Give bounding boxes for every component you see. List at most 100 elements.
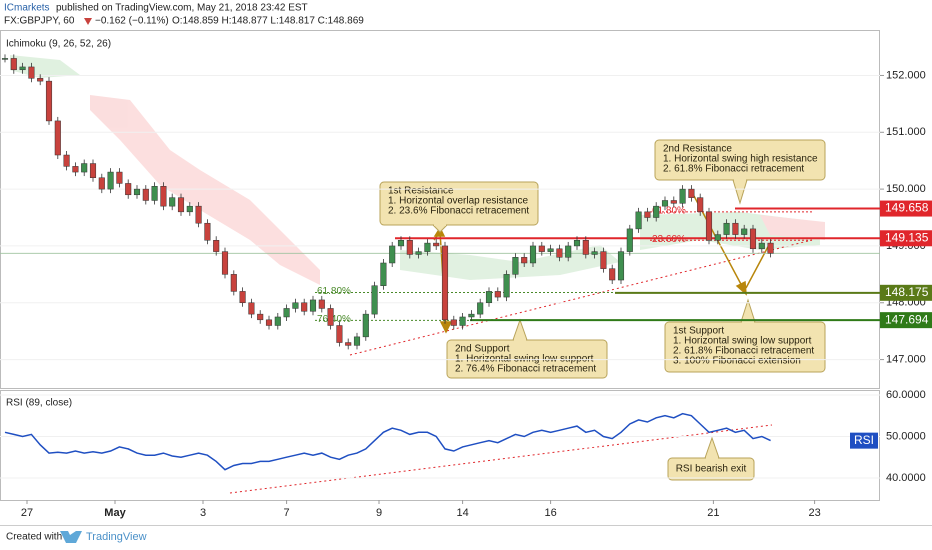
candle (292, 302, 299, 309)
indicator-label: Ichimoku (9, 26, 52, 26) (6, 39, 111, 50)
candle (133, 188, 141, 196)
candle (582, 240, 589, 255)
candle (609, 268, 616, 281)
candle (89, 163, 97, 178)
candle (371, 285, 378, 315)
callout-title: RSI bearish exit (676, 464, 747, 475)
candle (1, 58, 9, 60)
candle (10, 58, 17, 71)
candle (28, 66, 35, 79)
y-tick-label: 152.000 (886, 69, 926, 81)
rsi-tick-label: 50.0000 (886, 430, 926, 442)
candle (248, 302, 255, 315)
candle (63, 154, 70, 167)
callout-title: 1st Support (673, 326, 724, 337)
candle (573, 240, 581, 247)
rsi-badge (850, 432, 878, 449)
callout-box (379, 181, 539, 226)
footer-brand[interactable]: TradingView (86, 531, 147, 543)
candle (670, 200, 677, 204)
fib-label: 23.60% (652, 234, 686, 245)
callout-title: 2nd Resistance (663, 144, 732, 155)
candle (142, 188, 149, 201)
y-tick-label: 151.000 (886, 126, 926, 138)
candle (767, 242, 774, 254)
candle (644, 211, 651, 218)
candle (538, 245, 545, 252)
callout-line: 2. 61.8% Fibonacci retracement (663, 164, 804, 175)
candle (81, 163, 88, 173)
candle (151, 186, 158, 201)
candle (626, 228, 633, 252)
callout-line: 1. Horizontal swing high resistance (663, 154, 818, 165)
candle (529, 245, 537, 264)
callout-line: 1. Horizontal swing low support (673, 336, 812, 347)
candle (45, 80, 53, 122)
candle (160, 186, 167, 207)
rsi-line (4, 412, 771, 471)
down-arrow (84, 18, 92, 25)
candle (617, 251, 625, 281)
candle (221, 251, 229, 275)
fib-label: 76.40% (317, 314, 351, 325)
level-label: 148.175 (885, 285, 929, 299)
candle (406, 240, 413, 255)
candle (714, 234, 721, 241)
candle (485, 291, 493, 304)
change: −0.162 (−0.11%) (95, 16, 169, 27)
rsi-tick-label: 40.0000 (886, 472, 926, 484)
fib-label: 61.80% (317, 286, 351, 297)
candle (679, 188, 686, 204)
candle (415, 251, 422, 255)
symbol: FX:GBPJPY, 60 (4, 16, 75, 27)
candle (274, 316, 281, 326)
x-tick-label: 14 (456, 507, 468, 519)
callout-line: 3. 100% Fibonacci extension (673, 356, 801, 367)
candle (265, 319, 273, 326)
candle (688, 188, 695, 198)
candle (441, 245, 449, 321)
candle (732, 222, 739, 235)
callout-line: 2. 61.8% Fibonacci retracement (673, 346, 814, 357)
x-tick-label: 9 (376, 507, 382, 519)
candle (600, 251, 607, 269)
x-tick-label: 27 (21, 507, 33, 519)
candle (565, 245, 572, 258)
candle (309, 299, 317, 312)
x-tick-label: 21 (707, 507, 719, 519)
level-label: 149.135 (885, 230, 929, 244)
candle (19, 66, 26, 71)
candle (547, 248, 554, 252)
callout-line: 2. 23.6% Fibonacci retracement (388, 206, 529, 217)
candle (213, 240, 220, 252)
callout-box (446, 339, 608, 379)
candle (125, 183, 132, 196)
candle (512, 257, 519, 275)
level-label: 149.658 (885, 201, 929, 215)
callout-line: 1. Horizontal overlap resistance (388, 196, 529, 207)
level-badge (880, 200, 932, 217)
x-tick-label: 16 (544, 507, 556, 519)
level-badge (880, 230, 932, 247)
candle (283, 308, 290, 318)
candle (468, 313, 475, 318)
candle (54, 120, 61, 156)
publisher[interactable]: ICmarkets (4, 3, 50, 14)
x-tick-label: 3 (200, 507, 206, 519)
candle (459, 316, 466, 326)
callout-title: 1st Resistance (388, 186, 454, 197)
level-badge (880, 284, 932, 301)
candle (318, 299, 325, 309)
candle (477, 302, 484, 315)
candle (72, 166, 79, 173)
candle (336, 325, 343, 343)
candle (749, 228, 757, 250)
callout-line: 2. 76.4% Fibonacci retracement (455, 364, 596, 375)
candle (353, 336, 361, 346)
candle (177, 197, 185, 213)
tv-logo (60, 531, 82, 543)
candle (723, 222, 730, 235)
candle (169, 197, 176, 207)
